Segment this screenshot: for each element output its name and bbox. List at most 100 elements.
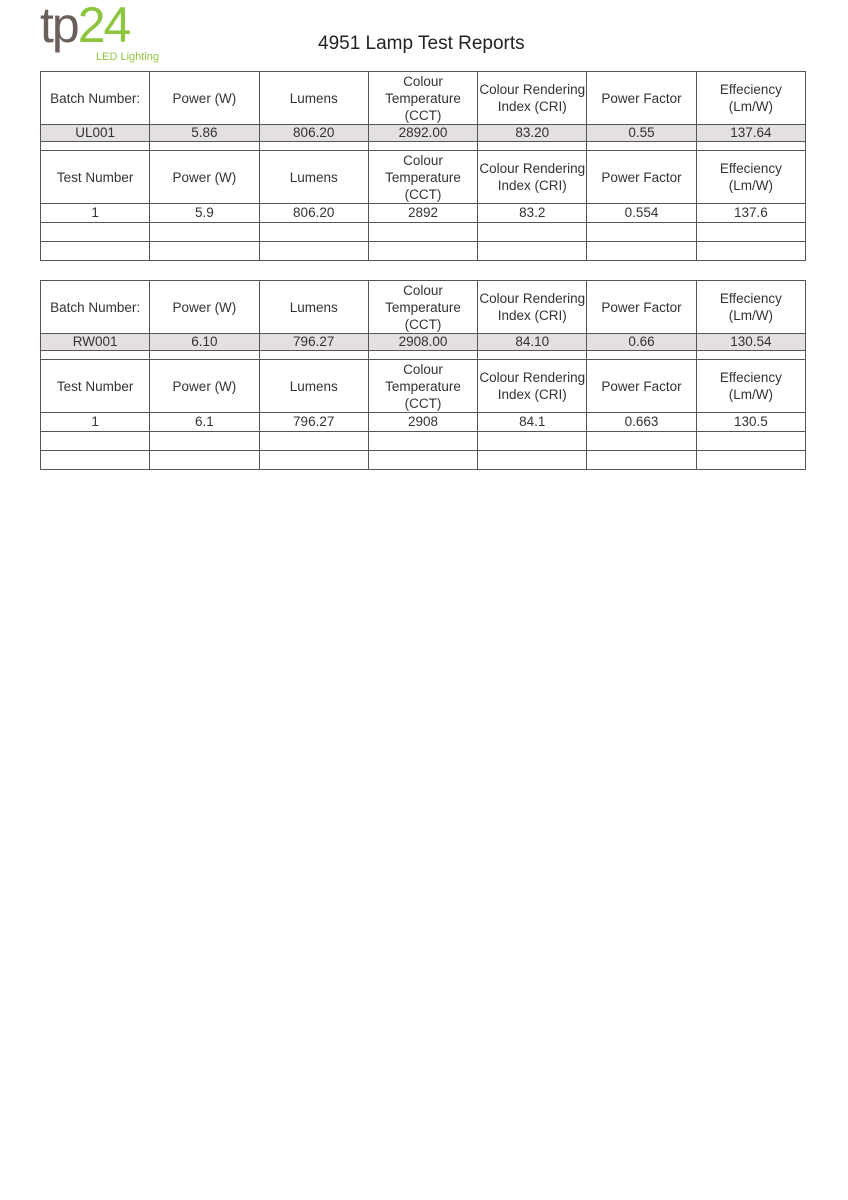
header-label: Lumens [289, 90, 338, 106]
table-cell [258, 450, 369, 470]
column-header: Colour Rendering Index (CRI) [477, 71, 588, 125]
test-row: 1 5.9 806.20 2892 83.2 0.554 137.6 [39, 203, 807, 223]
column-header: Test Number [39, 359, 151, 413]
header-label: Colour Temperature (CCT) [385, 73, 461, 123]
header-label: Colour Temperature (CCT) [385, 282, 461, 332]
header-label: Colour Rendering Index (CRI) [479, 161, 586, 193]
column-header: Colour Rendering Index (CRI) [477, 359, 588, 413]
header-label: Power (W) [172, 299, 237, 315]
table-cell: 0.66 [586, 333, 697, 351]
table-cell [586, 350, 697, 360]
header-label: Batch Number: [50, 299, 141, 315]
table-cell [39, 241, 151, 261]
table-cell [367, 222, 479, 242]
header-label: Lumens [289, 169, 338, 185]
table-cell [39, 350, 151, 360]
header-label: Batch Number: [50, 90, 141, 106]
logo-tagline: LED Lighting [96, 51, 159, 63]
cell-value: 806.20 [293, 125, 335, 141]
test-row [39, 431, 807, 451]
header-label: Colour Rendering Index (CRI) [479, 82, 586, 114]
table-cell: 6.10 [149, 333, 260, 351]
table-cell: 5.9 [149, 203, 260, 223]
column-header: Power Factor [586, 280, 697, 334]
cell-value: 2908 [407, 414, 438, 429]
cell-value: 0.663 [624, 414, 659, 429]
test-header-row: Test Number Power (W) Lumens Colour Tempera… [39, 359, 807, 413]
table-cell: 84.10 [477, 333, 588, 351]
table-cell [39, 141, 151, 151]
column-header: Colour Rendering Index (CRI) [477, 150, 588, 204]
table-cell [39, 431, 151, 451]
column-header: Power (W) [149, 71, 260, 125]
report-table: Batch Number: Power (W) Lumens Colour Tempe… [39, 280, 807, 470]
header-label: Effeciency (Lm/W) [719, 82, 782, 114]
header-label: Colour Temperature (CCT) [385, 152, 461, 202]
cell-value: 6.10 [191, 334, 218, 350]
header-label: Test Number [56, 169, 134, 185]
column-header: Lumens [258, 150, 369, 204]
table-cell: 2908 [367, 412, 479, 432]
header-label: Effeciency (Lm/W) [719, 161, 782, 193]
cell-value: 5.9 [195, 205, 214, 220]
table-cell [258, 141, 369, 151]
table-cell [258, 222, 369, 242]
cell-value: UL001 [75, 125, 116, 141]
table-cell: 130.54 [695, 333, 807, 351]
batch-header-row: Batch Number: Power (W) Lumens Colour Tempe… [39, 280, 807, 334]
table-cell: 1 [39, 412, 151, 432]
cell-value: 130.5 [733, 414, 768, 429]
batch-summary-row: UL001 5.86 806.20 2892.00 83.20 0.55 137.64 [39, 124, 807, 142]
column-header: Lumens [258, 359, 369, 413]
header-label: Power Factor [601, 169, 682, 185]
batch-header-row: Batch Number: Power (W) Lumens Colour Tempe… [39, 71, 807, 125]
table-cell: 806.20 [258, 124, 369, 142]
table-cell [258, 431, 369, 451]
column-header: Power (W) [149, 280, 260, 334]
table-cell [258, 350, 369, 360]
column-header: Batch Number: [39, 71, 151, 125]
table-cell [477, 350, 588, 360]
header-label: Test Number [56, 378, 134, 394]
header-label: Power (W) [172, 90, 237, 106]
table-cell [149, 350, 260, 360]
column-header: Power Factor [586, 359, 697, 413]
test-row [39, 222, 807, 242]
table-cell [477, 431, 588, 451]
table-cell: 0.663 [586, 412, 697, 432]
table-cell [695, 450, 807, 470]
cell-value: 1 [91, 205, 99, 220]
column-header: Lumens [258, 71, 369, 125]
cell-value: 2892 [407, 205, 438, 220]
table-cell [39, 450, 151, 470]
table-cell [586, 431, 697, 451]
table-cell: 137.6 [695, 203, 807, 223]
cell-value: 83.20 [515, 125, 550, 141]
cell-value: 6.1 [195, 414, 214, 429]
table-cell [367, 141, 479, 151]
table-cell: 2892.00 [367, 124, 479, 142]
cell-value: 84.10 [515, 334, 550, 350]
table-cell: 6.1 [149, 412, 260, 432]
table-cell [586, 450, 697, 470]
header-label: Lumens [289, 299, 338, 315]
table-cell: 796.27 [258, 333, 369, 351]
table-cell [258, 241, 369, 261]
table-cell [39, 222, 151, 242]
header-label: Power Factor [601, 299, 682, 315]
table-cell [695, 222, 807, 242]
header-label: Effeciency (Lm/W) [719, 370, 782, 402]
header-label: Power Factor [601, 90, 682, 106]
logo-mark: tp24 [40, 0, 131, 50]
table-cell: 137.64 [695, 124, 807, 142]
table-cell: 1 [39, 203, 151, 223]
batch-summary-row: RW001 6.10 796.27 2908.00 84.10 0.66 130.54 [39, 333, 807, 351]
cell-value: 137.6 [733, 205, 768, 220]
cell-value: 5.86 [191, 125, 218, 141]
table-cell [367, 350, 479, 360]
report-table: Batch Number: Power (W) Lumens Colour Tempe… [39, 71, 807, 261]
spacer-row [39, 350, 807, 360]
table-cell: 0.55 [586, 124, 697, 142]
table-cell: 2892 [367, 203, 479, 223]
table-cell [695, 141, 807, 151]
